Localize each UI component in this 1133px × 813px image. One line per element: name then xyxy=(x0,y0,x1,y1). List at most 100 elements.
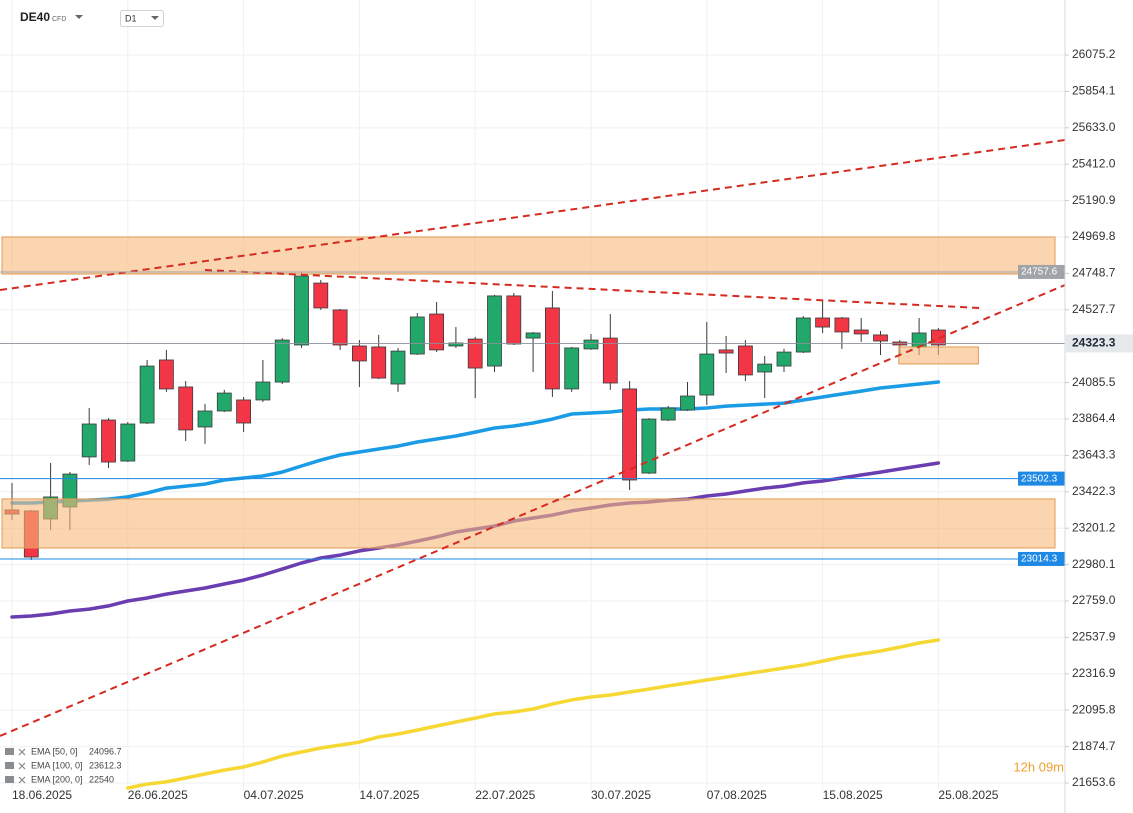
trend-lines xyxy=(0,139,1066,737)
candle-body xyxy=(236,399,252,424)
x-tick-label: 14.07.2025 xyxy=(359,788,419,802)
legend-icon xyxy=(5,748,14,755)
candle-body xyxy=(81,423,97,458)
trend-line xyxy=(204,269,981,309)
y-tick-label: 25190.9 xyxy=(1072,193,1116,207)
legend-icon xyxy=(5,776,14,783)
candle-body xyxy=(757,363,773,373)
y-tick-label: 21653.6 xyxy=(1072,775,1116,789)
zone xyxy=(1,236,1056,275)
candle-body xyxy=(699,353,715,396)
legend-close-icon xyxy=(18,776,26,784)
y-tick-label: 22980.1 xyxy=(1072,557,1116,571)
candle-body xyxy=(583,339,599,350)
candle-body xyxy=(255,381,271,401)
candle-body xyxy=(660,407,676,421)
y-tick-label: 21874.7 xyxy=(1072,739,1116,753)
candle-body xyxy=(294,275,309,346)
x-tick-label: 30.07.2025 xyxy=(591,788,651,802)
axis-layer: 26075.2 25854.1 25633.0 25412.0 25190.9 24969… xyxy=(12,47,1133,802)
legend: EMA [50, 0] 24096.7 EMA [100, 0] 23612.3 EMA… xyxy=(5,746,122,784)
y-tick-label: 24748.7 xyxy=(1072,266,1116,280)
badge: CFD xyxy=(52,16,66,23)
legend-close-icon xyxy=(18,748,26,756)
timeframe-arrow[interactable] xyxy=(151,16,159,20)
candle-body xyxy=(622,388,637,481)
candle-body xyxy=(390,350,406,385)
x-tick-label: 26.06.2025 xyxy=(128,788,188,802)
zone xyxy=(1,498,1056,549)
y-tick-label: 22759.0 xyxy=(1072,593,1116,607)
legend-value: 23612.3 xyxy=(89,760,122,770)
ema-line xyxy=(126,638,941,790)
candle-body xyxy=(506,295,522,345)
last-price-label: 24323.3 xyxy=(1072,336,1116,350)
countdown: 12h 09m xyxy=(1013,759,1064,774)
y-tick-label: 24969.8 xyxy=(1072,229,1116,243)
grid-layer xyxy=(0,0,1065,790)
y-tick-label: 22316.9 xyxy=(1072,666,1116,680)
timeframe[interactable]: D1 xyxy=(125,13,137,23)
y-tick-label: 25854.1 xyxy=(1072,84,1116,98)
candle-body xyxy=(216,392,232,412)
candle-body xyxy=(795,317,811,353)
candle-body xyxy=(931,329,946,346)
candle-body xyxy=(120,423,136,462)
candle-body xyxy=(139,365,155,424)
x-tick-label: 15.08.2025 xyxy=(823,788,883,802)
candle-body xyxy=(815,317,830,328)
candle-body xyxy=(101,419,116,463)
y-tick-label: 25412.0 xyxy=(1072,156,1116,170)
y-tick-label: 23643.3 xyxy=(1072,448,1116,462)
candle-body xyxy=(197,410,213,428)
candle-body xyxy=(178,386,194,431)
legend-icon xyxy=(5,762,14,769)
legend-name: EMA [50, 0] xyxy=(31,746,78,756)
y-tick-label: 24527.7 xyxy=(1072,302,1116,316)
candle-body xyxy=(429,313,445,351)
candle-body xyxy=(332,309,348,346)
candle-body xyxy=(602,337,618,384)
candle-body xyxy=(525,332,541,339)
candle-body xyxy=(776,351,792,367)
candle-body xyxy=(487,295,502,367)
candle-body xyxy=(371,346,387,379)
timeframe-box[interactable] xyxy=(120,10,164,27)
y-tick-label: 23864.4 xyxy=(1072,411,1116,425)
x-tick-label: 22.07.2025 xyxy=(475,788,535,802)
level-label-box xyxy=(1018,551,1065,566)
candle-body xyxy=(409,316,425,355)
candle-body xyxy=(680,395,695,411)
x-tick-label: 25.08.2025 xyxy=(938,788,998,802)
candle-body xyxy=(853,329,869,335)
candle-body xyxy=(467,338,483,369)
candle-body xyxy=(718,349,734,354)
y-tick-label: 25633.0 xyxy=(1072,120,1116,134)
y-tick-label: 26075.2 xyxy=(1072,47,1116,61)
candle-body xyxy=(738,345,753,376)
legend-name: EMA [200, 0] xyxy=(31,774,83,784)
candle-body xyxy=(564,347,580,390)
legend-close-icon xyxy=(18,762,26,770)
candle-body xyxy=(641,418,657,474)
candle-body xyxy=(911,332,927,348)
candle-body xyxy=(545,307,560,390)
symbol[interactable]: DE40 xyxy=(20,10,50,24)
y-tick-label: 23422.3 xyxy=(1072,484,1116,498)
y-tick-label: 24085.5 xyxy=(1072,375,1116,389)
y-tick-label: 22537.9 xyxy=(1072,630,1116,644)
candle-body xyxy=(313,282,329,309)
candle-body xyxy=(448,342,464,347)
candle-body xyxy=(873,334,888,342)
level-label-box xyxy=(1018,471,1065,486)
last-price-box xyxy=(1065,334,1133,353)
y-tick-label: 23201.2 xyxy=(1072,520,1116,534)
candle-body xyxy=(834,317,850,333)
level-layer: 24757.6 23502.3 23014.3 xyxy=(0,264,1065,566)
dropdown-arrow[interactable] xyxy=(75,15,83,19)
level-label-box xyxy=(1018,264,1065,279)
x-tick-label: 07.08.2025 xyxy=(707,788,767,802)
